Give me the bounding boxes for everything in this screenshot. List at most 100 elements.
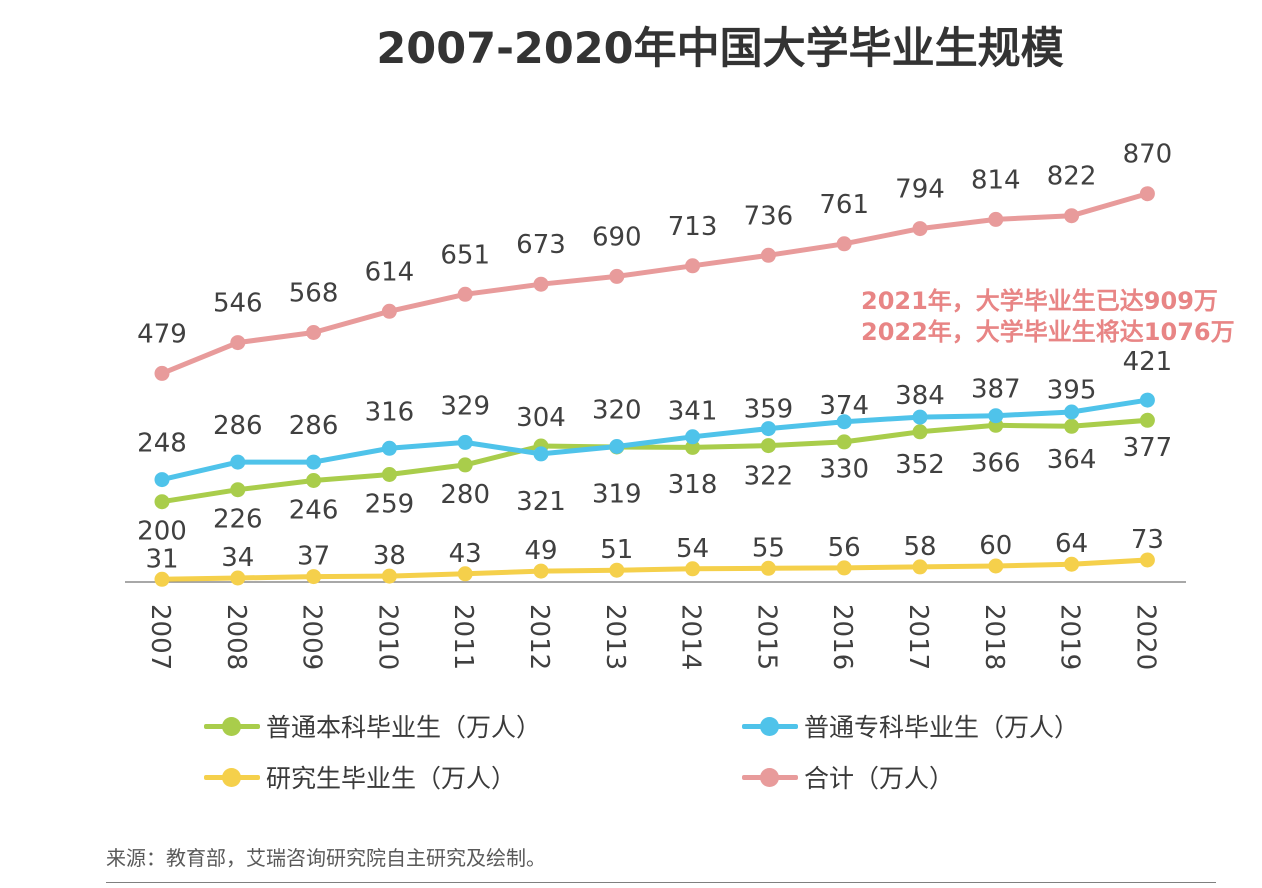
data-label-junior-college-2007: 248 xyxy=(137,429,187,459)
data-label-junior-college-2013: 320 xyxy=(592,396,642,426)
point-junior-college-2020 xyxy=(1139,392,1155,408)
data-label-graduate-2008: 34 xyxy=(221,543,254,573)
point-total-2011 xyxy=(457,286,473,302)
point-total-2019 xyxy=(1064,208,1080,224)
data-label-graduate-2017: 58 xyxy=(903,532,936,562)
data-label-graduate-2010: 38 xyxy=(373,541,406,571)
legend-label-undergrad: 普通本科毕业生（万人） xyxy=(266,713,542,742)
point-graduate-2010 xyxy=(381,568,397,584)
point-total-2010 xyxy=(381,303,397,319)
data-label-graduate-2016: 56 xyxy=(828,533,861,563)
point-total-2009 xyxy=(306,325,322,340)
data-label-total-2010: 614 xyxy=(365,257,415,287)
data-label-undergrad-2014: 318 xyxy=(668,470,718,500)
point-junior-college-2019 xyxy=(1064,404,1080,420)
point-junior-college-2008 xyxy=(230,454,246,470)
data-label-undergrad-2010: 259 xyxy=(365,490,415,520)
point-graduate-2011 xyxy=(457,566,473,582)
data-label-total-2015: 736 xyxy=(744,201,794,231)
annotation-2021: 2021年，大学毕业生已达909万 xyxy=(861,287,1218,315)
data-label-total-2012: 673 xyxy=(516,230,566,260)
point-total-2012 xyxy=(533,276,549,292)
series-line-junior-college xyxy=(159,397,1150,483)
data-label-junior-college-2015: 359 xyxy=(744,395,794,425)
data-label-undergrad-2012: 321 xyxy=(516,487,566,517)
data-label-total-2014: 713 xyxy=(668,212,718,242)
point-total-2014 xyxy=(685,258,701,274)
point-undergrad-2014 xyxy=(685,439,701,455)
point-undergrad-2016 xyxy=(836,434,852,450)
legend-swatch-junior-college xyxy=(742,706,798,746)
legend-item-junior-college: 普通专科毕业生（万人） xyxy=(742,706,1079,746)
data-label-undergrad-2009: 246 xyxy=(289,496,339,526)
point-total-2013 xyxy=(609,268,625,284)
legend-swatch-graduate xyxy=(204,757,260,797)
data-label-graduate-2012: 49 xyxy=(524,536,557,566)
data-label-graduate-2018: 60 xyxy=(979,531,1012,561)
source-divider xyxy=(106,882,1216,883)
x-tick-label-2019: 2019 xyxy=(1055,604,1085,670)
data-label-junior-college-2009: 286 xyxy=(289,411,339,441)
data-label-graduate-2011: 43 xyxy=(449,539,482,569)
point-graduate-2017 xyxy=(912,559,928,575)
data-label-undergrad-2011: 280 xyxy=(440,480,490,510)
point-undergrad-2010 xyxy=(381,467,397,482)
series-line-total xyxy=(159,191,1150,376)
data-label-graduate-2015: 55 xyxy=(752,533,785,563)
point-undergrad-2020 xyxy=(1139,412,1155,428)
point-junior-college-2007 xyxy=(154,472,170,488)
data-label-graduate-2007: 31 xyxy=(145,544,178,574)
point-undergrad-2019 xyxy=(1064,418,1080,434)
data-label-undergrad-2018: 366 xyxy=(971,449,1021,479)
point-junior-college-2011 xyxy=(457,434,473,450)
x-tick-label-2015: 2015 xyxy=(751,604,781,670)
data-label-undergrad-2015: 322 xyxy=(744,462,794,492)
legend-label-total: 合计（万人） xyxy=(804,764,955,793)
point-total-2018 xyxy=(988,211,1004,227)
x-tick-label-2008: 2008 xyxy=(221,604,251,670)
legend-swatch-total xyxy=(742,757,798,797)
point-graduate-2020 xyxy=(1139,552,1155,568)
point-graduate-2015 xyxy=(760,560,776,576)
series-line-undergrad xyxy=(159,417,1150,505)
data-label-undergrad-2020: 377 xyxy=(1123,433,1173,463)
data-label-junior-college-2011: 329 xyxy=(440,391,490,421)
x-tick-label-2018: 2018 xyxy=(979,604,1009,670)
point-junior-college-2017 xyxy=(912,409,928,425)
point-undergrad-2015 xyxy=(760,438,776,454)
data-label-graduate-2013: 51 xyxy=(600,535,633,565)
data-label-graduate-2019: 64 xyxy=(1055,529,1088,559)
point-graduate-2008 xyxy=(230,570,246,586)
data-label-junior-college-2018: 387 xyxy=(971,374,1021,404)
point-undergrad-2009 xyxy=(306,473,322,488)
legend-item-graduate: 研究生毕业生（万人） xyxy=(204,757,516,797)
legend-swatch-undergrad xyxy=(204,706,260,746)
point-junior-college-2010 xyxy=(381,440,397,456)
legend-label-graduate: 研究生毕业生（万人） xyxy=(266,764,517,793)
data-label-junior-college-2014: 341 xyxy=(668,396,718,426)
point-total-2016 xyxy=(836,236,852,252)
data-label-junior-college-2016: 374 xyxy=(819,391,869,421)
point-junior-college-2015 xyxy=(760,421,776,437)
x-tick-label-2010: 2010 xyxy=(372,604,402,670)
legend-item-undergrad: 普通本科毕业生（万人） xyxy=(204,706,541,746)
point-total-2015 xyxy=(760,247,776,263)
data-label-total-2007: 479 xyxy=(137,319,187,349)
point-junior-college-2014 xyxy=(685,429,701,445)
data-label-junior-college-2010: 316 xyxy=(365,397,415,427)
point-graduate-2013 xyxy=(609,562,625,578)
data-label-total-2020: 870 xyxy=(1123,140,1173,170)
x-tick-label-2012: 2012 xyxy=(524,604,554,670)
data-label-junior-college-2020: 421 xyxy=(1123,347,1173,377)
point-junior-college-2013 xyxy=(609,439,625,454)
point-graduate-2019 xyxy=(1064,556,1080,572)
data-label-junior-college-2012: 304 xyxy=(516,403,566,433)
data-label-undergrad-2017: 352 xyxy=(895,450,945,480)
point-junior-college-2009 xyxy=(306,454,322,470)
x-tick-label-2014: 2014 xyxy=(676,604,706,670)
data-label-undergrad-2013: 319 xyxy=(592,480,642,510)
data-label-total-2017: 794 xyxy=(895,175,945,205)
data-label-total-2009: 568 xyxy=(289,279,339,309)
x-tick-label-2016: 2016 xyxy=(827,604,857,670)
